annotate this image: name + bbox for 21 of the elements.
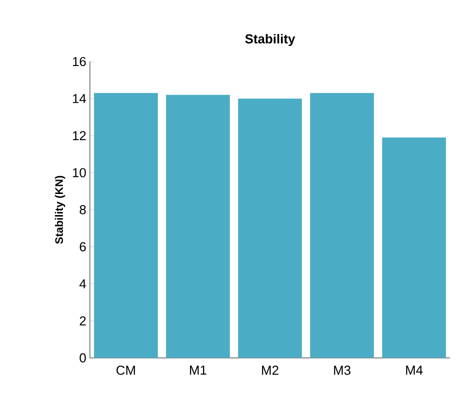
- x-tick-label: M3: [334, 366, 350, 375]
- chart-title: Stability: [245, 34, 296, 46]
- y-tick-label: 16: [72, 57, 86, 66]
- bar: [238, 98, 302, 358]
- x-tick-label: M2: [262, 366, 278, 375]
- y-tick-label: 4: [79, 279, 86, 288]
- x-tick-label: CM: [116, 366, 135, 375]
- y-axis-title: Stability (KN): [54, 176, 66, 244]
- y-tick-label: 8: [80, 205, 86, 214]
- y-tick-label: 0: [80, 353, 86, 363]
- x-tick-label: M1: [190, 366, 206, 375]
- y-tick-label: 10: [72, 168, 86, 178]
- y-tick-label: 12: [72, 131, 86, 140]
- bar: [382, 138, 446, 358]
- y-tick-label: 6: [80, 242, 86, 252]
- y-tick-label: 2: [80, 316, 86, 326]
- y-tick-label: 14: [72, 94, 86, 104]
- bar: [166, 94, 230, 358]
- bar: [94, 93, 158, 358]
- x-tick-label: M4: [406, 366, 423, 375]
- bar: [310, 93, 374, 358]
